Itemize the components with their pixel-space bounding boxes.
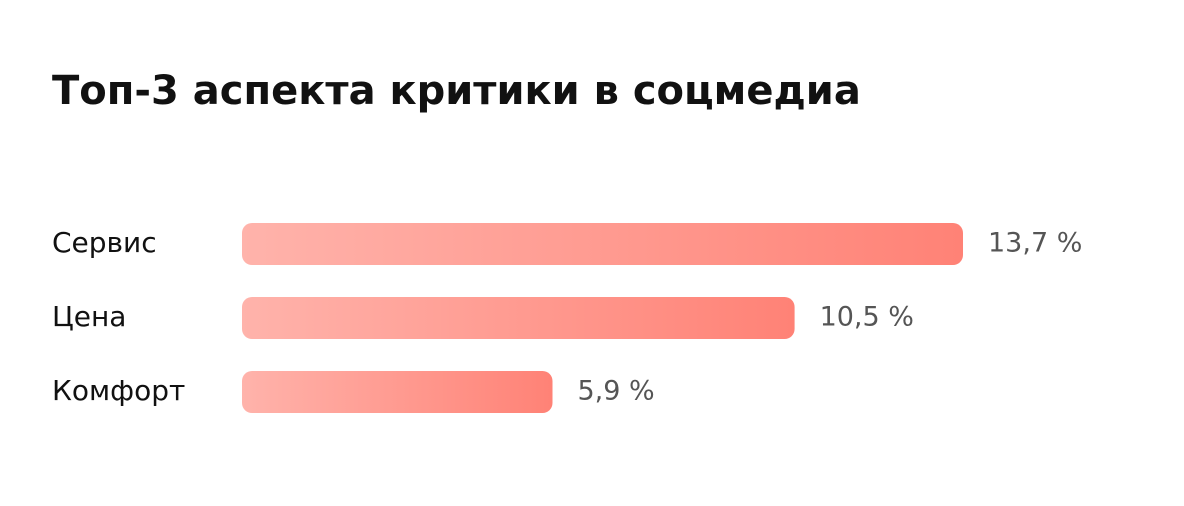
bar	[242, 223, 963, 265]
chart-title: Топ-3 аспекта критики в соцмедиа	[52, 68, 861, 114]
value-label: 5,9 %	[578, 376, 655, 407]
value-label: 10,5 %	[820, 302, 914, 333]
value-label: 13,7 %	[988, 228, 1082, 259]
category-label: Сервис	[52, 226, 157, 259]
category-label: Комфорт	[52, 374, 185, 407]
bar	[242, 371, 553, 413]
category-label: Цена	[52, 300, 126, 333]
bar	[242, 297, 795, 339]
